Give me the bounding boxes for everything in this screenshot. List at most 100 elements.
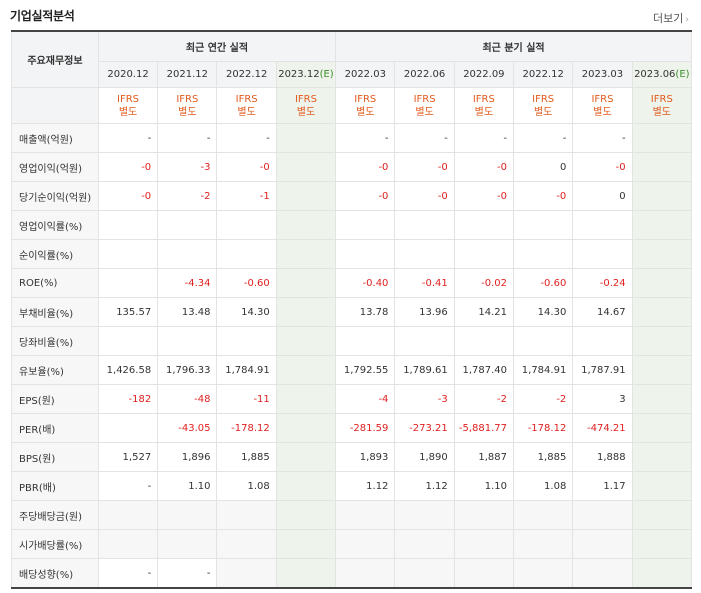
row-label: EPS(원) (11, 384, 99, 414)
table-cell: 1.10 (157, 471, 218, 501)
ifrs-label: IFRS (117, 93, 140, 105)
table-cell (631, 152, 693, 182)
table-cell: - (97, 558, 159, 589)
table-cell (97, 413, 159, 443)
period-header: 2021.12 (157, 61, 218, 88)
table-cell: -0.41 (394, 268, 455, 298)
table-cell: 14.21 (453, 297, 515, 327)
table-row: 유보율(%) 1,426.58 1,796.33 1,784.91 1,792.55 1,… (11, 355, 693, 385)
table-row: 배당성향(%) - - (11, 558, 693, 589)
table-cell: 0 (572, 181, 633, 211)
more-link[interactable]: 더보기 › (653, 10, 689, 26)
table-row: BPS(원) 1,527 1,896 1,885 1,893 1,890 1,887 1,88… (11, 442, 693, 472)
table-cell: 3 (572, 384, 633, 414)
table-cell (453, 326, 515, 356)
financial-table: 주요재무정보 최근 연간 실적 최근 분기 실적 2020.12 2021.12 2022… (11, 30, 693, 589)
table-cell: 1,887 (453, 442, 515, 472)
table-cell: -0 (453, 152, 515, 182)
table-cell: -0 (453, 181, 515, 211)
row-header-spacer (11, 87, 99, 124)
table-cell (157, 500, 218, 530)
table-cell (275, 355, 337, 385)
table-cell (394, 529, 455, 559)
table-cell: -2 (453, 384, 515, 414)
table-cell (631, 500, 693, 530)
table-cell: 1.17 (572, 471, 633, 501)
ifrs-label: IFRS (294, 93, 317, 105)
table-cell (631, 529, 693, 559)
table-cell: 1,885 (513, 442, 574, 472)
table-cell: -178.12 (513, 413, 574, 443)
table-cell (275, 558, 337, 589)
table-cell (216, 500, 277, 530)
table-cell (631, 210, 693, 240)
table-cell (216, 529, 277, 559)
table-cell: -273.21 (394, 413, 455, 443)
period-header: 2023.03 (572, 61, 633, 88)
table-cell (453, 239, 515, 269)
period-header: 2023.06(E) (631, 61, 693, 88)
ifrs-label: IFRS (413, 93, 436, 105)
table-cell (394, 326, 455, 356)
table-cell: 1,893 (335, 442, 396, 472)
table-cell: -2 (157, 181, 218, 211)
table-cell (631, 268, 693, 298)
accounting-standard: IFRS 별도 (335, 87, 396, 124)
period-header: 2022.12 (513, 61, 574, 88)
table-cell: 1,426.58 (97, 355, 159, 385)
table-cell (97, 529, 159, 559)
table-cell (97, 210, 159, 240)
table-cell (335, 529, 396, 559)
table-cell: -4 (335, 384, 396, 414)
table-cell (335, 326, 396, 356)
accounting-standard: IFRS 별도 (572, 87, 633, 124)
table-cell: 1,888 (572, 442, 633, 472)
table-cell (157, 326, 218, 356)
table-cell (216, 210, 277, 240)
table-cell: 1,796.33 (157, 355, 218, 385)
table-cell (97, 326, 159, 356)
row-label: BPS(원) (11, 442, 99, 472)
table-cell: 135.57 (97, 297, 159, 327)
table-cell (513, 239, 574, 269)
accounting-standard: IFRS 별도 (394, 87, 455, 124)
separate-label: 별도 (296, 106, 316, 118)
table-row: ROE(%) -4.34 -0.60 -0.40 -0.41 -0.02 -0.60 -0.2… (11, 268, 693, 298)
row-label: 부채비율(%) (11, 297, 99, 327)
ifrs-label: IFRS (354, 93, 377, 105)
table-cell: -3 (394, 384, 455, 414)
row-label: 당좌비율(%) (11, 326, 99, 356)
row-label: 당기순이익(억원) (11, 181, 99, 211)
table-cell: - (335, 123, 396, 153)
table-cell: -0.02 (453, 268, 515, 298)
row-label: ROE(%) (11, 268, 99, 298)
table-cell: 13.48 (157, 297, 218, 327)
table-cell (453, 529, 515, 559)
table-cell (335, 210, 396, 240)
table-cell: -3 (157, 152, 218, 182)
period-header: 2020.12 (97, 61, 159, 88)
table-cell: - (572, 123, 633, 153)
table-cell: -48 (157, 384, 218, 414)
table-cell (631, 355, 693, 385)
table-cell: 13.78 (335, 297, 396, 327)
table-cell: 1.08 (513, 471, 574, 501)
table-cell (631, 384, 693, 414)
row-label: 주당배당금(원) (11, 500, 99, 530)
row-label: 시가배당률(%) (11, 529, 99, 559)
row-label: PBR(배) (11, 471, 99, 501)
table-cell (275, 413, 337, 443)
table-cell (631, 471, 693, 501)
row-label: 영업이익(억원) (11, 152, 99, 182)
ifrs-label: IFRS (650, 93, 673, 105)
table-cell (572, 326, 633, 356)
chevron-right-icon: › (685, 15, 689, 25)
table-cell: 1,789.61 (394, 355, 455, 385)
table-cell: 1,896 (157, 442, 218, 472)
separate-label: 별도 (178, 106, 197, 118)
accounting-standard: IFRS 별도 (216, 87, 277, 124)
table-cell: -1 (216, 181, 277, 211)
table-cell: - (394, 123, 455, 153)
table-row: 순이익률(%) (11, 239, 693, 269)
